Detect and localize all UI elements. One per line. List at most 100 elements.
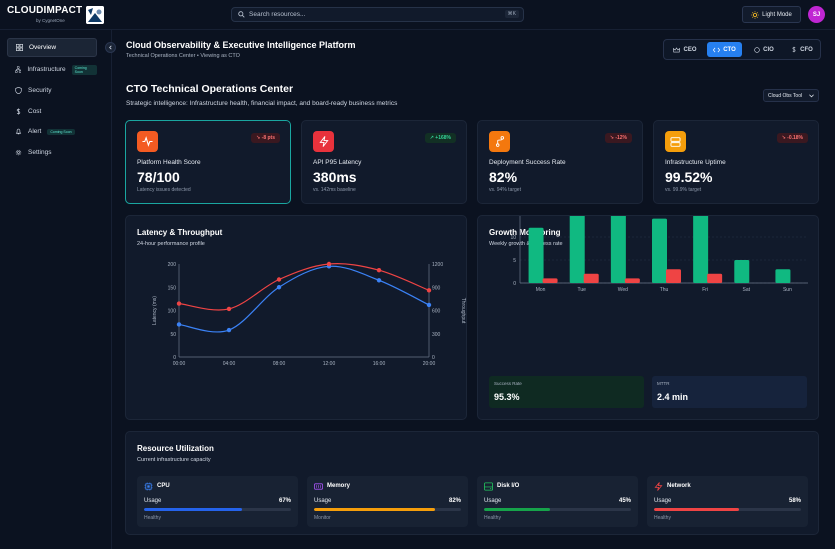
role-tab-label: CEO (683, 46, 697, 53)
chevron-down-icon (809, 94, 814, 98)
sidebar-item-security[interactable]: Security (7, 81, 97, 100)
resource-progress-fill (314, 508, 435, 511)
disk-icon (484, 482, 493, 491)
bar (734, 260, 750, 283)
resource-usage-label: Usage (144, 498, 162, 504)
coming-soon-badge: Coming Soon (71, 64, 97, 75)
kpi-delta-badge: ↘ -12% (604, 133, 632, 143)
x-tick-label: 00:00 (173, 361, 186, 367)
sidebar-item-overview[interactable]: Overview (7, 38, 97, 57)
user-avatar[interactable]: SJ (808, 6, 825, 23)
y-axis-label: Latency (ms) (152, 296, 158, 325)
top-bar: CLOUDIMPACT by CygnetOne ⌘K Light Mode S… (0, 0, 835, 30)
data-point (226, 306, 232, 312)
zap-icon (313, 131, 334, 152)
dollar-icon (16, 108, 21, 115)
kpi-note: vs. 142ms baseline (313, 187, 356, 193)
panel-title: Growth Monitoring (489, 228, 561, 237)
network-icon (15, 66, 22, 73)
resource-name: Memory (327, 483, 351, 489)
data-point (426, 288, 432, 293)
logo-text: CLOUDIMPACT (7, 5, 83, 16)
kpi-delta-badge: ↘ -8 pts (251, 133, 280, 143)
role-tab-cfo[interactable]: CFO (785, 42, 819, 57)
resource-percent: 45% (618, 498, 631, 504)
resource-card-cpu[interactable]: CPU Usage 67% Healthy (137, 476, 298, 527)
server-icon (665, 131, 686, 152)
kpi-card-health[interactable]: ↘ -8 pts Platform Health Score 78/100 La… (125, 120, 291, 204)
y2-tick-label: 600 (432, 309, 441, 315)
panel-subtitle: Weekly growth & success rate (489, 241, 563, 247)
resource-status: Healthy (144, 515, 161, 521)
code-icon (713, 47, 721, 52)
network-bolt-icon (654, 482, 663, 491)
bar (666, 269, 681, 283)
search-input[interactable] (249, 11, 479, 18)
x-tick-label: 16:00 (373, 361, 386, 367)
x-tick-label: Sun (783, 287, 792, 293)
sidebar-item-alert[interactable]: Alert Coming Soon (7, 122, 97, 141)
kpi-note: vs. 94% target (489, 187, 521, 193)
bar (652, 218, 667, 283)
kpi-card-latency[interactable]: ↗ +168% API P95 Latency 380ms vs. 142ms … (301, 120, 467, 204)
y2-axis-label: Throughput (460, 298, 466, 324)
success-rate-stat: Success Rate 95.3% (489, 376, 644, 408)
sidebar-item-label: Security (28, 87, 52, 94)
sidebar-collapse-button[interactable] (105, 42, 116, 53)
page-subtitle: Technical Operations Center • Viewing as… (126, 53, 240, 59)
y2-tick-label: 300 (432, 332, 441, 338)
sidebar-item-label: Alert (28, 128, 42, 135)
sidebar-item-label: Overview (29, 44, 57, 51)
resource-progress-track (654, 508, 801, 511)
data-point (176, 301, 182, 306)
kpi-card-deployment[interactable]: ↘ -12% Deployment Success Rate 82% vs. 9… (477, 120, 643, 204)
x-tick-label: Thu (660, 287, 669, 293)
y-tick-label: 150 (168, 285, 177, 291)
kpi-delta-badge: ↗ +168% (424, 133, 456, 143)
resource-percent: 82% (448, 498, 461, 504)
bar (610, 216, 626, 283)
dollar-icon (792, 46, 796, 53)
resource-card-memory[interactable]: Memory Usage 82% Monitor (307, 476, 468, 527)
x-tick-label: Sat (743, 287, 751, 293)
kpi-card-uptime[interactable]: ↘ -0.18% Infrastructure Uptime 99.52% vs… (653, 120, 819, 204)
resource-progress-track (314, 508, 461, 511)
sidebar-item-settings[interactable]: Settings (7, 143, 97, 162)
chevron-left-icon (109, 45, 112, 50)
sidebar-item-cost[interactable]: Cost (7, 102, 97, 121)
tool-select-dropdown[interactable]: Cloud Obs Tool (763, 89, 819, 102)
y-tick-label: 5 (513, 258, 516, 264)
y-tick-label: 200 (168, 262, 177, 268)
resource-status: Healthy (484, 515, 501, 521)
kpi-delta-badge: ↘ -0.18% (776, 133, 808, 143)
series-line-0 (178, 265, 430, 333)
sidebar-item-infrastructure[interactable]: Infrastructure Coming Soon (7, 60, 97, 79)
role-tab-cio[interactable]: CIO (747, 42, 781, 57)
role-switcher: CEO CTO CIO CFO (663, 39, 821, 60)
bar (707, 273, 723, 283)
resource-percent: 58% (788, 498, 801, 504)
y-tick-label: 0 (513, 281, 516, 287)
section-subtitle: Strategic intelligence: Infrastructure h… (126, 100, 398, 107)
bar-chart-group: 05101520MonTueWedThuFriSatSun (510, 216, 808, 293)
sidebar-item-label: Cost (28, 108, 42, 115)
stat-value: 95.3% (494, 392, 520, 402)
panel-subtitle: Current infrastructure capacity (137, 457, 211, 463)
y-tick-label: 15 (510, 216, 516, 218)
logo-mark-icon (86, 6, 104, 24)
kpi-note: vs. 99.9% target (665, 187, 702, 193)
bar (583, 273, 599, 283)
search-bar[interactable]: ⌘K (231, 7, 524, 22)
resource-card-network[interactable]: Network Usage 58% Healthy (647, 476, 808, 527)
role-tab-cto[interactable]: CTO (707, 42, 742, 57)
role-tab-ceo[interactable]: CEO (668, 42, 702, 57)
kpi-value: 380ms (313, 169, 357, 185)
resource-progress-fill (654, 508, 740, 511)
sidebar-item-label: Settings (28, 149, 52, 156)
kpi-value: 99.52% (665, 169, 713, 185)
light-mode-button[interactable]: Light Mode (742, 6, 801, 23)
resource-progress-fill (484, 508, 551, 511)
logo[interactable]: CLOUDIMPACT by CygnetOne (7, 5, 104, 24)
resource-card-disk[interactable]: Disk I/O Usage 45% Healthy (477, 476, 638, 527)
